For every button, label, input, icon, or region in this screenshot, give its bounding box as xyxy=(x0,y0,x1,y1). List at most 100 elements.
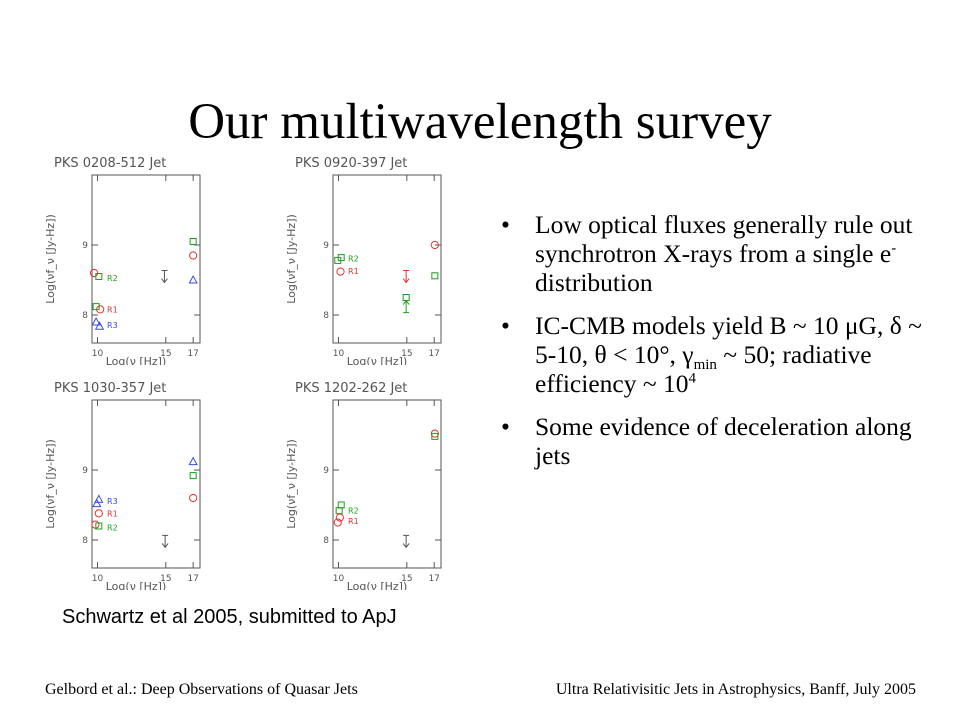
plot-frame xyxy=(91,174,201,344)
sed-chart: PKS 0920-397 Jet 10 15 17 8 9 Log(ν [Hz]) Log(ν… xyxy=(285,156,442,365)
x-tick-label: 15 xyxy=(401,574,412,584)
footer-left: Gelbord et al.: Deep Observations of Qua… xyxy=(45,681,358,698)
data-point-square xyxy=(92,303,100,311)
data-point-square xyxy=(189,472,197,480)
y-axis-label: Log(νf_ν [Jy-Hz]) xyxy=(285,439,298,529)
bullet-list: • Low optical fluxes generally rule out … xyxy=(495,210,935,484)
slide-title: Our multiwavelength survey xyxy=(188,94,772,150)
x-tick-label: 15 xyxy=(160,349,171,359)
footer-right: Ultra Relativisitic Jets in Astrophysics… xyxy=(555,681,916,698)
region-label: R2 xyxy=(348,507,359,516)
plot-frame xyxy=(332,174,442,344)
y-tick-label: 8 xyxy=(323,311,329,321)
region-label: R1 xyxy=(348,267,359,276)
x-axis-label: Log(ν [Hz]) xyxy=(106,355,167,365)
data-point-square xyxy=(95,522,103,530)
plot-frame xyxy=(332,399,442,569)
bullet-item: • Low optical fluxes generally rule out … xyxy=(495,210,935,297)
data-point-square xyxy=(431,432,439,440)
data-point-square xyxy=(95,273,103,280)
region-label: R1 xyxy=(348,517,359,526)
x-tick-label: 15 xyxy=(401,349,412,359)
x-tick-label: 17 xyxy=(187,574,198,584)
sed-panel-1030: PKS 1030-357 Jet 10 15 17 8 9 Log(ν [Hz]) Log(ν… xyxy=(42,380,230,590)
data-point-circle xyxy=(430,429,439,438)
data-point-circle xyxy=(94,509,103,518)
bullet-text: distribution xyxy=(535,268,653,297)
sed-chart: PKS 0208-512 Jet 10 15 17 8 9 Log(ν [Hz]) Log(ν… xyxy=(44,156,201,365)
data-point-square xyxy=(335,507,343,515)
x-tick-label: 10 xyxy=(333,349,345,359)
region-label: R3 xyxy=(107,497,118,506)
chart-title: PKS 1202-262 Jet xyxy=(295,381,407,396)
lower-limit-arrow xyxy=(402,299,410,314)
x-tick-label: 15 xyxy=(160,574,171,584)
sed-panel-0208: PKS 0208-512 Jet 10 15 17 8 9 Log(ν [Hz]) Log(ν… xyxy=(42,155,230,365)
x-tick-label: 17 xyxy=(187,349,198,359)
bullet-marker: • xyxy=(501,210,510,239)
bullet-text: ~ 50; radiative efficiency ~ 10 xyxy=(535,340,872,398)
bullet-marker: • xyxy=(501,412,510,441)
data-point-triangle xyxy=(188,274,198,284)
bullet-superscript: - xyxy=(891,240,897,257)
data-point-circle xyxy=(333,518,342,527)
bullet-subscript: min xyxy=(693,357,717,374)
y-tick-label: 9 xyxy=(323,241,329,251)
data-point-triangle xyxy=(92,498,102,508)
y-tick-label: 8 xyxy=(82,536,88,546)
x-axis-label: Log(ν [Hz]) xyxy=(347,580,408,590)
region-label: R2 xyxy=(107,274,118,283)
data-point-circle xyxy=(430,240,439,250)
x-tick-label: 10 xyxy=(333,574,345,584)
region-label: R1 xyxy=(107,305,118,314)
data-point-square xyxy=(402,294,410,301)
upper-limit-arrow xyxy=(161,270,168,284)
region-label: R1 xyxy=(107,509,118,518)
chart-title: PKS 0208-512 Jet xyxy=(54,156,166,171)
y-tick-label: 8 xyxy=(323,536,329,546)
y-tick-label: 9 xyxy=(323,466,329,476)
data-point-circle xyxy=(336,267,345,276)
x-tick-label: 17 xyxy=(428,349,439,359)
region-label: R3 xyxy=(107,321,118,330)
data-point-circle xyxy=(189,493,198,503)
sed-panel-1202: PKS 1202-262 Jet 10 15 17 8 9 Log(ν [Hz]) Log(ν… xyxy=(283,380,471,590)
y-axis-label: Log(νf_ν [Jy-Hz]) xyxy=(44,439,57,529)
chart-title: PKS 0920-397 Jet xyxy=(295,156,407,171)
sed-chart: PKS 1202-262 Jet 10 15 17 8 9 Log(ν [Hz]) Log(ν… xyxy=(285,381,442,590)
data-point-triangle xyxy=(188,456,198,466)
bullet-item: • Some evidence of deceleration along je… xyxy=(495,412,935,470)
bullet-item: • IC-CMB models yield B ~ 10 μG, δ ~ 5-1… xyxy=(495,311,935,398)
data-point-triangle xyxy=(94,321,105,330)
x-tick-label: 17 xyxy=(428,574,439,584)
data-point-square xyxy=(189,238,197,245)
chart-title: PKS 1030-357 Jet xyxy=(54,381,166,396)
figure-caption: Schwartz et al 2005, submitted to ApJ xyxy=(62,606,397,628)
bullet-superscript: 4 xyxy=(688,370,697,387)
data-point-triangle xyxy=(91,316,101,326)
sed-chart: PKS 1030-357 Jet 10 15 17 8 9 Log(ν [Hz]) Log(ν… xyxy=(44,381,201,590)
region-label: R2 xyxy=(348,254,359,263)
data-point-square xyxy=(431,272,439,280)
sed-panel-0920: PKS 0920-397 Jet 10 15 17 8 9 Log(ν [Hz]) Log(ν… xyxy=(283,155,471,365)
bullet-marker: • xyxy=(501,311,510,340)
x-tick-label: 10 xyxy=(92,349,104,359)
bullet-text: IC-CMB models yield B ~ 10 μG, δ ~ 5-10,… xyxy=(535,311,922,369)
bullet-text: Some evidence of deceleration along jets xyxy=(535,412,912,470)
y-axis-label: Log(νf_ν [Jy-Hz]) xyxy=(285,214,298,304)
y-axis-label: Log(νf_ν [Jy-Hz]) xyxy=(44,214,57,304)
x-axis-label: Log(ν [Hz]) xyxy=(106,580,167,590)
x-axis-label: Log(ν [Hz]) xyxy=(347,355,408,365)
bullet-text: Low optical fluxes generally rule out sy… xyxy=(535,210,913,268)
data-point-circle xyxy=(189,251,198,260)
region-label: R2 xyxy=(107,523,118,532)
plot-frame xyxy=(91,399,201,569)
upper-limit-arrow xyxy=(402,270,410,284)
y-tick-label: 9 xyxy=(82,241,88,251)
upper-limit-arrow xyxy=(161,534,169,549)
x-tick-label: 10 xyxy=(92,574,104,584)
data-point-square xyxy=(337,254,345,262)
y-tick-label: 9 xyxy=(82,466,88,476)
upper-limit-arrow xyxy=(402,534,410,549)
y-tick-label: 8 xyxy=(82,311,88,321)
